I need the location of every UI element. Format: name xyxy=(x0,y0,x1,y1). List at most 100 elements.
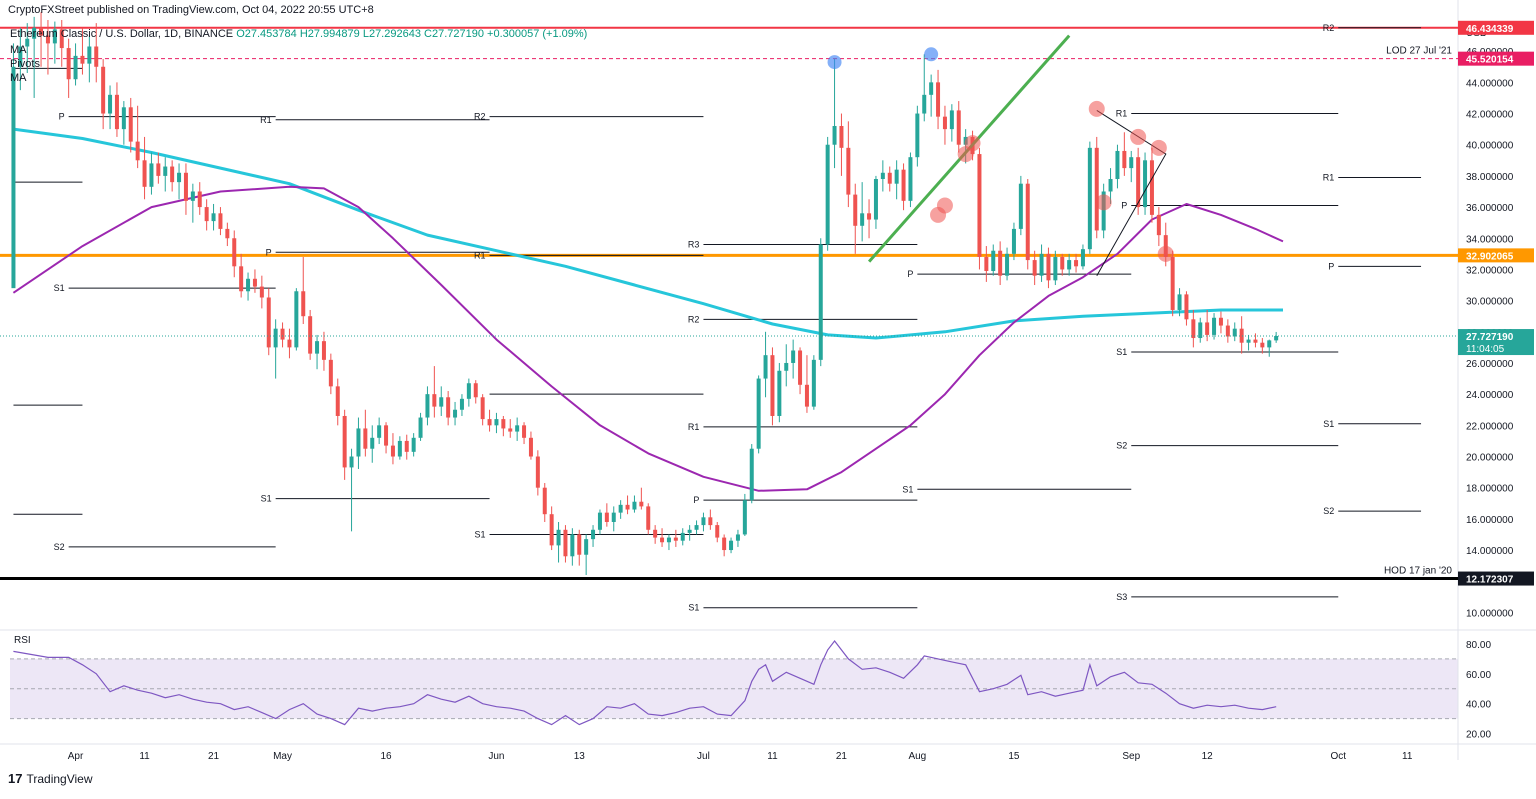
candle-up xyxy=(411,437,416,452)
pivot-label: R2 xyxy=(688,314,700,324)
candle-down xyxy=(404,440,409,452)
legend-pivots[interactable]: Pivots xyxy=(10,58,40,70)
tradingview-logo-icon: 17 xyxy=(8,771,23,786)
candle-up xyxy=(494,419,499,426)
candle-down xyxy=(156,163,161,176)
candle-up xyxy=(1198,322,1203,339)
price-tick: 24.000000 xyxy=(1466,390,1514,401)
level-annotation: HOD 17 jan '20 xyxy=(1384,566,1452,577)
time-tick: 11 xyxy=(767,751,778,762)
candle-down xyxy=(1046,253,1051,281)
pivot-label: R3 xyxy=(688,239,700,249)
candle-up xyxy=(1108,179,1113,192)
candle-up xyxy=(52,29,57,44)
pivot-label: P xyxy=(693,495,699,505)
candle-down xyxy=(142,160,147,187)
candle-up xyxy=(459,398,464,410)
pivot-label: R2 xyxy=(1323,23,1335,33)
pivot-label: S2 xyxy=(54,542,65,552)
current-price-box xyxy=(1458,329,1534,356)
candle-down xyxy=(239,266,244,292)
candle-up xyxy=(570,534,575,557)
rejection-marker xyxy=(964,135,981,152)
candle-up xyxy=(1115,150,1120,180)
candle-up xyxy=(315,341,320,354)
candle-up xyxy=(87,46,92,64)
candle-down xyxy=(197,191,202,208)
candle-down xyxy=(1025,183,1030,261)
time-tick: 13 xyxy=(574,751,586,762)
price-tick: 44.000000 xyxy=(1466,78,1514,89)
candle-down xyxy=(1156,214,1161,236)
ohlc-change: +0.300057 (+1.09%) xyxy=(487,28,588,40)
candle-up xyxy=(894,169,899,184)
legend-ma-1[interactable]: MA xyxy=(10,44,27,56)
ma-slow-line xyxy=(13,127,1283,340)
pivot-label: S2 xyxy=(1323,506,1334,516)
candle-down xyxy=(80,55,85,64)
candle-down xyxy=(384,425,389,446)
time-tick: 11 xyxy=(1402,751,1413,762)
candle-up xyxy=(791,350,796,363)
rejection-marker xyxy=(1088,100,1105,117)
level-label-value: 46.434339 xyxy=(1466,24,1514,35)
candle-down xyxy=(549,514,554,546)
pivot-label: S1 xyxy=(688,603,699,613)
pivot-label: P xyxy=(1328,261,1334,271)
candle-down xyxy=(114,94,119,130)
candle-down xyxy=(328,359,333,387)
pivot-label: S3 xyxy=(1116,592,1127,602)
legend-ma-2[interactable]: MA xyxy=(10,72,27,84)
candle-down xyxy=(225,228,230,239)
candle-up xyxy=(729,540,734,551)
candle-down xyxy=(342,415,347,468)
candle-up xyxy=(418,417,423,438)
candle-down xyxy=(846,147,851,195)
price-tick: 20.000000 xyxy=(1466,453,1514,464)
rsi-tick: 80.00 xyxy=(1466,640,1491,651)
candle-up xyxy=(439,397,444,407)
candle-up xyxy=(177,172,182,183)
candle-down xyxy=(1094,147,1099,231)
candle-down xyxy=(639,501,644,507)
time-tick: Oct xyxy=(1330,751,1346,762)
candle-down xyxy=(1253,339,1258,343)
pivot-label: P xyxy=(907,269,913,279)
candle-up xyxy=(11,66,16,289)
price-tick: 18.000000 xyxy=(1466,484,1514,495)
candle-down xyxy=(501,419,506,429)
candle-down xyxy=(94,46,99,67)
candle-up xyxy=(1053,256,1058,281)
candle-down xyxy=(901,169,906,201)
candle-down xyxy=(170,166,175,183)
high-marker xyxy=(924,47,939,62)
price-tick: 14.000000 xyxy=(1466,546,1514,557)
level-label-value: 12.172307 xyxy=(1466,575,1514,586)
candle-down xyxy=(804,384,809,407)
candle-up xyxy=(149,163,154,187)
candle-up xyxy=(466,383,471,399)
time-tick: 15 xyxy=(1008,751,1020,762)
ma-fast-line xyxy=(12,185,1284,492)
tradingview-footer: 17 TradingView xyxy=(8,771,93,786)
pivot-label: R1 xyxy=(1323,172,1335,182)
candle-down xyxy=(604,512,609,522)
price-tick: 40.000000 xyxy=(1466,141,1514,152)
candle-up xyxy=(349,456,354,468)
candle-up xyxy=(377,425,382,438)
rejection-marker xyxy=(1130,128,1147,145)
candle-up xyxy=(121,107,126,130)
candle-down xyxy=(183,172,188,201)
high-marker xyxy=(827,55,842,70)
candle-down xyxy=(301,291,306,317)
candle-up xyxy=(356,428,361,457)
symbol-bar: Ethereum Classic / U.S. Dollar, 1D, BINA… xyxy=(10,28,587,40)
pivot-label: R1 xyxy=(1116,109,1128,119)
candle-down xyxy=(708,517,713,526)
candle-down xyxy=(1260,342,1265,348)
candle-up xyxy=(515,425,520,432)
candle-down xyxy=(1149,160,1154,215)
candle-up xyxy=(246,278,251,292)
candle-down xyxy=(770,355,775,416)
